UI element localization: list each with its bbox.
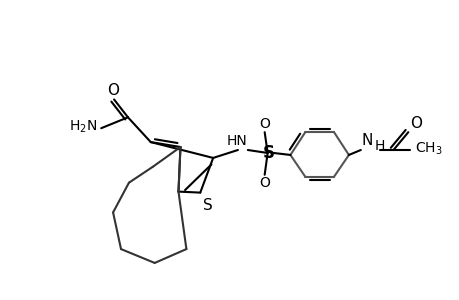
Text: O: O <box>409 116 421 131</box>
Text: H$_2$N: H$_2$N <box>69 119 97 135</box>
Text: O: O <box>259 176 269 190</box>
Text: H: H <box>374 139 384 153</box>
Text: CH$_3$: CH$_3$ <box>414 141 442 157</box>
Text: HN: HN <box>226 134 247 148</box>
Text: O: O <box>107 83 119 98</box>
Text: S: S <box>203 198 213 213</box>
Text: S: S <box>262 144 274 162</box>
Text: N: N <box>360 133 372 148</box>
Text: O: O <box>259 117 269 131</box>
